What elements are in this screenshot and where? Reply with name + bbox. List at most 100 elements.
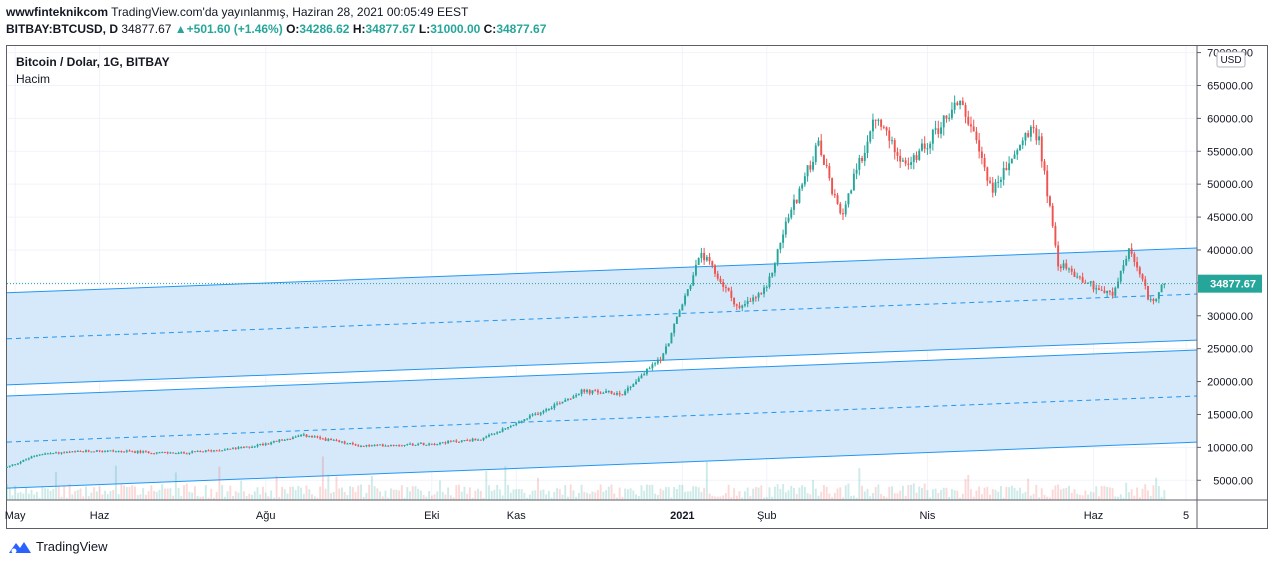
candle-body: [866, 141, 869, 153]
candle-body: [158, 452, 161, 454]
candle-body: [812, 161, 815, 170]
candle-body: [610, 390, 613, 394]
candle-body: [509, 426, 512, 428]
volume-bar: [752, 488, 755, 500]
candle-body: [357, 445, 360, 447]
candle-body: [553, 404, 556, 409]
candle-body: [1062, 263, 1065, 269]
candle-body: [1157, 292, 1160, 299]
volume-bar: [980, 494, 983, 500]
candle-body: [485, 436, 488, 438]
candle-body: [134, 451, 136, 453]
volume-bar: [335, 476, 338, 500]
chart-legend: Bitcoin / Dolar, 1G, BITBAY Hacim: [16, 54, 170, 88]
candle-body: [528, 415, 531, 419]
volume-bar: [389, 488, 392, 500]
volume-bar: [319, 486, 322, 500]
candle-body: [885, 127, 888, 131]
candle-body: [1016, 150, 1019, 155]
candle-body: [964, 105, 967, 117]
volume-bar: [346, 495, 349, 500]
candle-body: [381, 444, 384, 447]
candle-body: [912, 155, 915, 163]
volume-bar: [635, 494, 638, 500]
volume-bar: [632, 490, 635, 500]
candle-body: [861, 157, 864, 162]
candle-body: [953, 102, 956, 110]
volume-bar: [406, 487, 409, 500]
change-text: +501.60 (+1.46%): [186, 22, 283, 36]
volume-bar: [1038, 497, 1041, 500]
volume-bar: [1114, 496, 1117, 500]
candle-body: [501, 428, 504, 432]
candle-body: [131, 451, 134, 453]
candle-body: [324, 438, 327, 441]
candle-body: [1051, 205, 1054, 226]
candle-body: [1076, 276, 1079, 278]
candle-body: [833, 194, 836, 196]
volume-bar: [417, 488, 420, 500]
volume-bar: [436, 491, 439, 500]
volume-bar: [528, 494, 531, 500]
candle-body: [793, 199, 795, 210]
volume-bar: [547, 490, 550, 500]
volume-bar: [1122, 497, 1125, 500]
volume-bar: [163, 488, 166, 500]
candle-body: [237, 447, 240, 449]
volume-bar: [1147, 490, 1149, 500]
candle-body: [30, 456, 33, 459]
volume-bar: [509, 492, 512, 500]
candle-body: [795, 199, 798, 203]
volume-bar: [139, 494, 142, 500]
candle-body: [858, 157, 861, 170]
volume-bar: [929, 497, 932, 500]
y-tick-label: 30000.00: [1207, 311, 1253, 323]
candle-body: [267, 443, 270, 445]
candle-body: [460, 440, 463, 442]
candle-body: [523, 419, 526, 422]
volume-bar: [264, 492, 267, 500]
candle-body: [580, 389, 583, 394]
volume-bar: [852, 495, 855, 500]
candle-body: [1138, 267, 1141, 275]
candle-body: [1068, 268, 1070, 270]
candle-body: [270, 442, 273, 445]
candle-body: [1160, 284, 1163, 293]
candle-body: [1078, 276, 1081, 278]
volume-bar: [30, 489, 33, 500]
volume-bar: [33, 494, 36, 500]
candle-body: [1147, 285, 1149, 300]
volume-bar: [613, 493, 616, 500]
volume-bar: [8, 488, 11, 500]
candle-body: [1035, 128, 1038, 141]
candle-body: [74, 451, 77, 453]
candle-body: [204, 450, 207, 452]
tradingview-footer[interactable]: TradingView: [8, 539, 108, 554]
volume-bar: [626, 489, 629, 500]
candle-body: [106, 450, 109, 452]
volume-bar: [817, 495, 820, 500]
candle-body: [782, 234, 785, 243]
candle-body: [8, 465, 11, 467]
volume-bar: [991, 489, 994, 500]
candle-body: [177, 453, 180, 455]
volume-bar: [419, 490, 422, 500]
volume-bar: [1016, 490, 1019, 500]
candle-body: [629, 386, 632, 388]
volume-bar: [673, 487, 676, 500]
volume-bar: [735, 495, 738, 500]
x-tick-label: Haz: [90, 510, 110, 522]
candle-body: [79, 450, 82, 452]
candle-body: [727, 287, 730, 291]
candle-body: [1155, 298, 1158, 301]
volume-bar: [746, 487, 749, 500]
candle-body: [180, 452, 183, 454]
candle-body: [1141, 274, 1144, 280]
volume-bar: [667, 487, 670, 500]
volume-bar: [564, 485, 567, 500]
volume-bar: [128, 487, 131, 500]
y-tick-label: 60000.00: [1207, 113, 1253, 125]
volume-bar: [161, 484, 164, 500]
candle-body: [1038, 136, 1041, 141]
